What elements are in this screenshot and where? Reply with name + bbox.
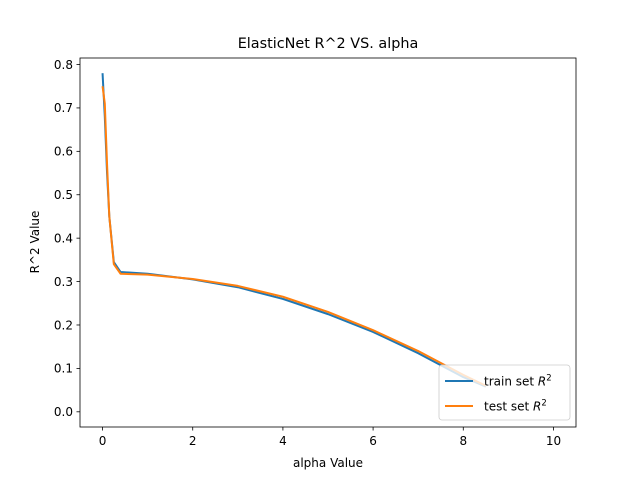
y-tick-label: 0.6 bbox=[54, 145, 73, 159]
y-tick-label: 0.8 bbox=[54, 58, 73, 72]
x-axis-label: alpha Value bbox=[293, 456, 363, 470]
x-tick-label: 6 bbox=[369, 434, 377, 448]
y-tick-label: 0.5 bbox=[54, 188, 73, 202]
y-tick-label: 0.4 bbox=[54, 231, 73, 245]
legend-label-train: train set R2 bbox=[484, 374, 552, 389]
y-tick-label: 0.0 bbox=[54, 405, 73, 419]
y-axis-ticks: 0.0 0.1 0.2 0.3 0.4 0.5 0.6 0.7 0.8 bbox=[54, 58, 80, 419]
x-axis-ticks: 0 2 4 6 8 10 bbox=[99, 427, 561, 448]
x-tick-label: 10 bbox=[546, 434, 561, 448]
y-tick-label: 0.2 bbox=[54, 318, 73, 332]
x-tick-label: 8 bbox=[459, 434, 467, 448]
y-tick-label: 0.3 bbox=[54, 275, 73, 289]
x-tick-label: 2 bbox=[189, 434, 197, 448]
series-line-test bbox=[101, 86, 487, 387]
legend: train set R2 test set R2 bbox=[438, 364, 571, 421]
axes-frame bbox=[79, 57, 577, 428]
y-axis-label: R^2 Value bbox=[28, 211, 42, 274]
x-tick-label: 4 bbox=[279, 434, 287, 448]
legend-label-test: test set R2 bbox=[484, 399, 547, 414]
y-tick-label: 0.1 bbox=[54, 362, 73, 376]
x-tick-label: 0 bbox=[99, 434, 107, 448]
chart-title: ElasticNet R^2 VS. alpha bbox=[238, 36, 419, 52]
y-tick-label: 0.7 bbox=[54, 101, 73, 115]
